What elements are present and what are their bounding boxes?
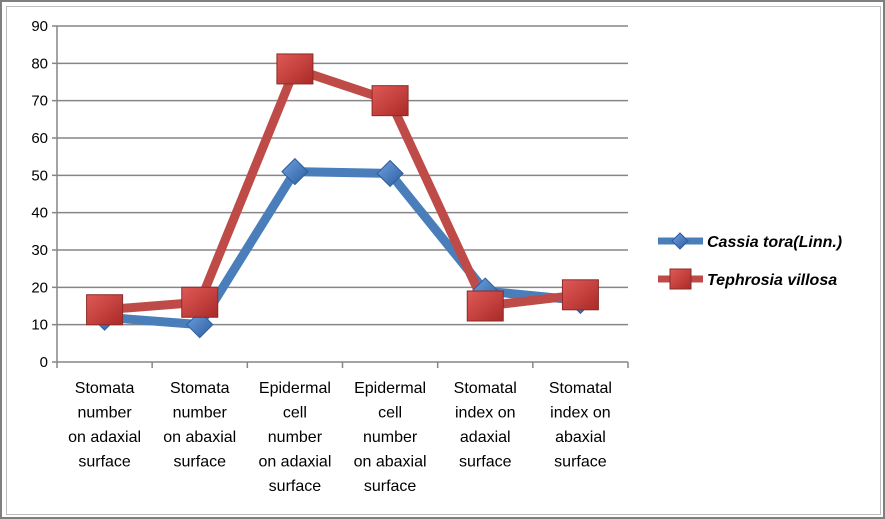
legend-marker (669, 268, 692, 290)
x-tick-label-line: number (173, 405, 228, 422)
data-point (186, 310, 214, 339)
x-tick-label-line: on abaxial (163, 429, 236, 446)
data-point (561, 279, 599, 311)
series-line (104, 64, 581, 315)
x-tick-label-line: surface (78, 454, 131, 471)
data-point (276, 53, 314, 85)
data-point (181, 286, 219, 318)
x-tick-label-line: surface (269, 478, 322, 495)
y-tick-label: 80 (31, 55, 48, 72)
y-tick-label: 40 (31, 205, 48, 222)
y-tick-label: 50 (31, 167, 48, 184)
x-tick-label-line: index on (455, 405, 516, 422)
x-tick-label-line: Epidermal (259, 380, 331, 397)
legend-marker (671, 232, 689, 250)
x-tick-label-line: index on (550, 405, 611, 422)
y-tick-label: 0 (40, 354, 48, 371)
x-tick-label: Epidermal cell number on abaxial surface (354, 380, 427, 495)
y-tick-label: 30 (31, 242, 48, 259)
data-point (466, 290, 504, 322)
data-point (281, 157, 309, 186)
data-point (376, 159, 404, 188)
legend-label: Cassia tora(Linn.) (707, 234, 842, 251)
x-tick-label-line: on abaxial (354, 454, 427, 471)
x-tick-label-line: number (268, 429, 323, 446)
legend-label: Tephrosia villosa (707, 272, 837, 289)
x-tick-label-line: cell (378, 405, 402, 422)
x-tick-label-line: number (363, 429, 418, 446)
y-tick-label: 90 (31, 18, 48, 35)
x-tick-label-line: surface (554, 454, 607, 471)
x-tick-label-line: Stomata (170, 380, 230, 397)
x-tick-label: Stomatal index on abaxial surface (549, 380, 612, 471)
chart-inner-border (6, 6, 881, 515)
x-tick-label-line: Epidermal (354, 380, 426, 397)
x-tick-label-line: adaxial (460, 429, 511, 446)
y-tick-label: 70 (31, 93, 48, 110)
x-tick-label-line: on adaxial (68, 429, 141, 446)
x-tick-label-line: surface (459, 454, 512, 471)
x-tick-label-line: number (77, 405, 132, 422)
data-point (371, 85, 409, 117)
x-tick-label-line: surface (174, 454, 227, 471)
y-tick-label: 20 (31, 279, 48, 296)
x-tick-label: Stomatal index on adaxial surface (454, 380, 517, 471)
x-tick-label-line: Stomatal (454, 380, 517, 397)
data-point (86, 294, 124, 326)
x-tick-label-line: surface (364, 478, 417, 495)
x-tick-label-line: Stomatal (549, 380, 612, 397)
x-tick-label: Epidermal cell number on adaxial surface (258, 380, 331, 495)
x-tick-label-line: abaxial (555, 429, 606, 446)
x-tick-label: Stomata number on adaxial surface (68, 380, 141, 471)
x-tick-label-line: cell (283, 405, 307, 422)
x-tick-label: Stomata number on abaxial surface (163, 380, 236, 471)
y-tick-label: 10 (31, 317, 48, 334)
x-tick-label-line: on adaxial (258, 454, 331, 471)
x-tick-label-line: Stomata (75, 380, 135, 397)
y-tick-label: 60 (31, 130, 48, 147)
